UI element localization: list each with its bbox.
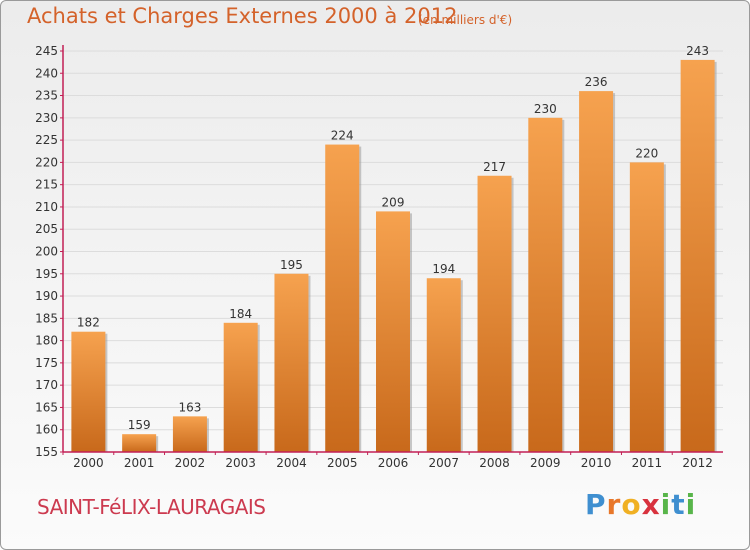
x-tick-label: 2004 [276, 456, 307, 470]
bar [528, 117, 563, 452]
y-tick-label: 245 [35, 44, 58, 58]
y-tick-label: 225 [35, 133, 58, 147]
y-tick-label: 175 [35, 356, 58, 370]
bar [376, 211, 410, 452]
logo-letter: r [606, 488, 622, 521]
bar-value-label: 217 [483, 160, 506, 174]
bar [680, 59, 715, 453]
bar [274, 273, 309, 452]
bar-value-label: 243 [686, 44, 709, 58]
y-tick-label: 170 [35, 378, 58, 392]
x-tick-label: 2002 [175, 456, 206, 470]
chart-subtitle: (en milliers d'€) [418, 13, 513, 27]
y-tick-label: 215 [35, 178, 58, 192]
bar-value-label: 184 [229, 307, 252, 321]
y-tick-label: 230 [35, 111, 58, 125]
logo-letter: x [641, 488, 661, 521]
chart-title: Achats et Charges Externes 2000 à 2012 [27, 4, 458, 28]
bar-value-label: 194 [432, 262, 455, 276]
bar-value-label: 230 [534, 102, 557, 116]
bar [325, 144, 360, 453]
x-tick-label: 2010 [581, 456, 612, 470]
logo-letter: P [585, 488, 607, 521]
y-tick-label: 195 [35, 267, 58, 281]
bar [122, 434, 157, 452]
bar [426, 278, 461, 452]
proxiti-logo: Proxiti [585, 488, 696, 521]
y-tick-label: 210 [35, 200, 58, 214]
logo-letter: i [685, 488, 697, 521]
x-tick-label: 2000 [73, 456, 104, 470]
bar-value-label: 236 [585, 75, 608, 89]
y-tick-label: 240 [35, 66, 58, 80]
bar [223, 322, 258, 452]
bar-layer: 182 159 163 184 195 224 209 194 217 230 236 220 243 [71, 44, 717, 453]
bar [629, 162, 664, 452]
y-tick-label: 155 [35, 445, 58, 459]
y-tick-label: 180 [35, 334, 58, 348]
bar-value-label: 209 [382, 195, 405, 209]
x-tick-label: 2005 [327, 456, 358, 470]
x-tick-label: 2006 [378, 456, 409, 470]
x-tick-label: 2011 [632, 456, 663, 470]
y-tick-label: 220 [35, 155, 58, 169]
logo-letter: t [671, 488, 686, 521]
bar-value-label: 163 [178, 400, 201, 414]
y-tick-label: 185 [35, 311, 58, 325]
location-name: SAINT-FéLIX-LAURAGAIS [37, 495, 266, 519]
x-tick-label: 2009 [530, 456, 561, 470]
y-tick-label: 165 [35, 400, 58, 414]
bar [579, 91, 614, 452]
bar-value-label: 195 [280, 258, 303, 272]
bar-value-label: 220 [635, 146, 658, 160]
x-tick-label: 2007 [428, 456, 459, 470]
y-tick-label: 235 [35, 89, 58, 103]
axis-layer: 155 160 165 170 175 180 185 190 195 200 205 210 215 2… [35, 44, 723, 470]
bar [477, 175, 512, 452]
bar-value-label: 182 [77, 316, 100, 330]
y-tick-label: 190 [35, 289, 58, 303]
y-tick-label: 205 [35, 222, 58, 236]
bar-value-label: 224 [331, 129, 354, 143]
bar [172, 416, 207, 452]
x-tick-label: 2008 [479, 456, 510, 470]
y-tick-label: 200 [35, 245, 58, 259]
y-tick-label: 160 [35, 423, 58, 437]
x-tick-label: 2001 [124, 456, 155, 470]
x-tick-label: 2003 [225, 456, 256, 470]
bar-value-label: 159 [128, 418, 151, 432]
logo-letter: i [660, 488, 672, 521]
x-tick-label: 2012 [682, 456, 713, 470]
bar [71, 331, 106, 452]
logo-letter: o [621, 488, 642, 521]
